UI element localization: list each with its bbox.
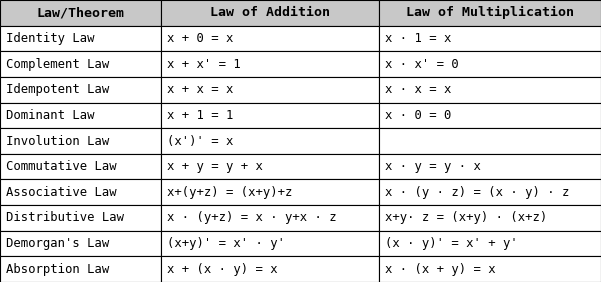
Text: x + x' = 1: x + x' = 1: [167, 58, 241, 70]
Bar: [0, 154, 161, 179]
Bar: [0, 179, 161, 205]
Bar: [0, 26, 161, 51]
Bar: [379, 51, 601, 77]
Text: Law of Multiplication: Law of Multiplication: [406, 6, 574, 19]
Text: Law/Theorem: Law/Theorem: [37, 6, 124, 19]
Bar: [161, 77, 379, 103]
Bar: [379, 205, 601, 231]
Bar: [161, 128, 379, 154]
Text: x + 0 = x: x + 0 = x: [167, 32, 233, 45]
Bar: [379, 128, 601, 154]
Text: Complement Law: Complement Law: [6, 58, 109, 70]
Text: Dominant Law: Dominant Law: [6, 109, 94, 122]
Text: x · 1 = x: x · 1 = x: [385, 32, 451, 45]
Text: (x+y)' = x' · y': (x+y)' = x' · y': [167, 237, 285, 250]
Bar: [161, 256, 379, 282]
Bar: [0, 77, 161, 103]
Text: Distributive Law: Distributive Law: [6, 212, 124, 224]
Text: Absorption Law: Absorption Law: [6, 263, 109, 276]
Bar: [0, 51, 161, 77]
Text: x · x = x: x · x = x: [385, 83, 451, 96]
Text: (x · y)' = x' + y': (x · y)' = x' + y': [385, 237, 517, 250]
Text: Idempotent Law: Idempotent Law: [6, 83, 109, 96]
Text: Associative Law: Associative Law: [6, 186, 117, 199]
Bar: [161, 205, 379, 231]
Text: Commutative Law: Commutative Law: [6, 160, 117, 173]
Bar: [379, 154, 601, 179]
Text: x · (x + y) = x: x · (x + y) = x: [385, 263, 495, 276]
Bar: [0, 256, 161, 282]
Bar: [161, 26, 379, 51]
Text: x + (x · y) = x: x + (x · y) = x: [167, 263, 278, 276]
Bar: [0, 128, 161, 154]
Bar: [379, 77, 601, 103]
Bar: [161, 103, 379, 128]
Bar: [161, 231, 379, 256]
Text: x · x' = 0: x · x' = 0: [385, 58, 459, 70]
Bar: [161, 51, 379, 77]
Text: x · (y+z) = x · y+x · z: x · (y+z) = x · y+x · z: [167, 212, 337, 224]
Text: x + y = y + x: x + y = y + x: [167, 160, 263, 173]
Bar: [0, 231, 161, 256]
Text: Demorgan's Law: Demorgan's Law: [6, 237, 109, 250]
Text: (x')' = x: (x')' = x: [167, 135, 233, 147]
Bar: [0, 0, 161, 26]
Text: x + x = x: x + x = x: [167, 83, 233, 96]
Text: x · (y · z) = (x · y) · z: x · (y · z) = (x · y) · z: [385, 186, 569, 199]
Text: x+(y+z) = (x+y)+z: x+(y+z) = (x+y)+z: [167, 186, 293, 199]
Text: Identity Law: Identity Law: [6, 32, 94, 45]
Bar: [161, 179, 379, 205]
Text: Law of Addition: Law of Addition: [210, 6, 330, 19]
Text: x · y = y · x: x · y = y · x: [385, 160, 481, 173]
Bar: [379, 0, 601, 26]
Bar: [0, 205, 161, 231]
Bar: [379, 256, 601, 282]
Text: Involution Law: Involution Law: [6, 135, 109, 147]
Bar: [379, 26, 601, 51]
Text: x + 1 = 1: x + 1 = 1: [167, 109, 233, 122]
Text: x · 0 = 0: x · 0 = 0: [385, 109, 451, 122]
Bar: [161, 0, 379, 26]
Bar: [161, 154, 379, 179]
Bar: [0, 103, 161, 128]
Bar: [379, 231, 601, 256]
Text: x+y· z = (x+y) · (x+z): x+y· z = (x+y) · (x+z): [385, 212, 547, 224]
Bar: [379, 179, 601, 205]
Bar: [379, 103, 601, 128]
